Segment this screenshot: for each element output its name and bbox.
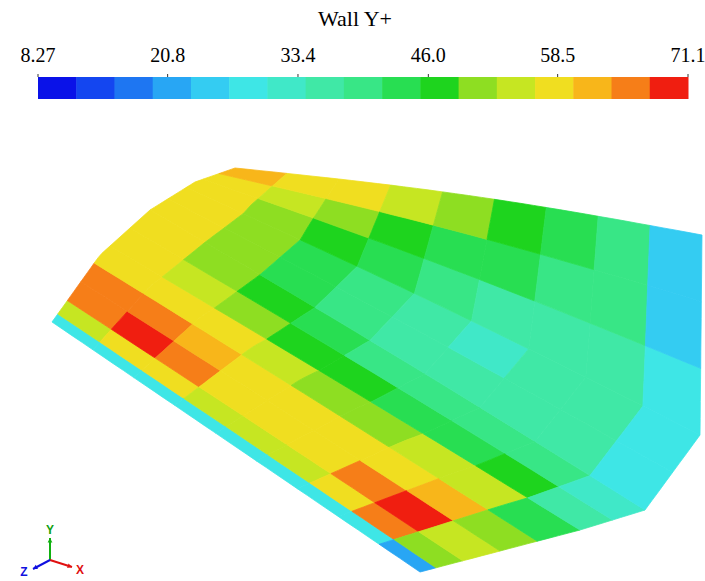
contour-cell [594, 216, 650, 285]
colorbar-tick-label: 58.5 [540, 44, 575, 66]
wing-surface [52, 168, 702, 572]
triad-label: Z [20, 565, 27, 579]
contour-cell [433, 192, 494, 240]
colorbar-band [114, 77, 153, 99]
colorbar-tick [557, 74, 558, 77]
colorbar-band [191, 77, 230, 99]
colorbar-band [153, 77, 192, 99]
colorbar-tick-label: 71.1 [671, 44, 705, 66]
colorbar-band [344, 77, 383, 99]
colorbar-tick [688, 74, 689, 77]
triad-x-head [67, 563, 72, 568]
colorbar-band [267, 77, 306, 99]
colorbar-band [38, 77, 77, 99]
contour-cell [487, 199, 546, 254]
triad-z-head [33, 565, 38, 569]
colorbar-tick [297, 74, 298, 77]
axis-triad: Y X Z [20, 523, 84, 579]
contour-cell [541, 208, 599, 270]
colorbar-band [497, 77, 536, 99]
title: Wall Y+ [318, 6, 392, 31]
colorbar-tick [428, 74, 429, 77]
colorbar-band [420, 77, 459, 99]
colorbar-tick-label: 46.0 [411, 44, 446, 66]
colorbar-band [535, 77, 574, 99]
triad-label: Y [46, 523, 54, 537]
colorbar-tick-label: 20.8 [150, 44, 185, 66]
colorbar-band [573, 77, 612, 99]
colorbar-tick-label: 8.27 [21, 44, 56, 66]
colorbar-tick-label: 33.4 [280, 44, 315, 66]
triad-z [33, 560, 50, 569]
contour-cell [648, 226, 702, 302]
triad-x [50, 560, 72, 567]
colorbar: 8.27 20.8 33.4 46.0 58.5 71.1 [21, 44, 705, 99]
colorbar-band [650, 77, 689, 99]
contour-cell [380, 185, 443, 225]
figure: Wall Y+ 8.27 20.8 33.4 46.0 58.5 71.1 Y X Z [0, 0, 705, 581]
triad-label: X [76, 563, 84, 577]
colorbar-band [382, 77, 421, 99]
colorbar-band [76, 77, 115, 99]
colorbar-band [459, 77, 498, 99]
colorbar-tick [38, 74, 39, 77]
colorbar-tick [167, 74, 168, 77]
colorbar-band [229, 77, 268, 99]
triad-y-head [48, 538, 53, 542]
contour-cell [326, 179, 391, 212]
colorbar-band [612, 77, 651, 99]
colorbar-band [306, 77, 345, 99]
